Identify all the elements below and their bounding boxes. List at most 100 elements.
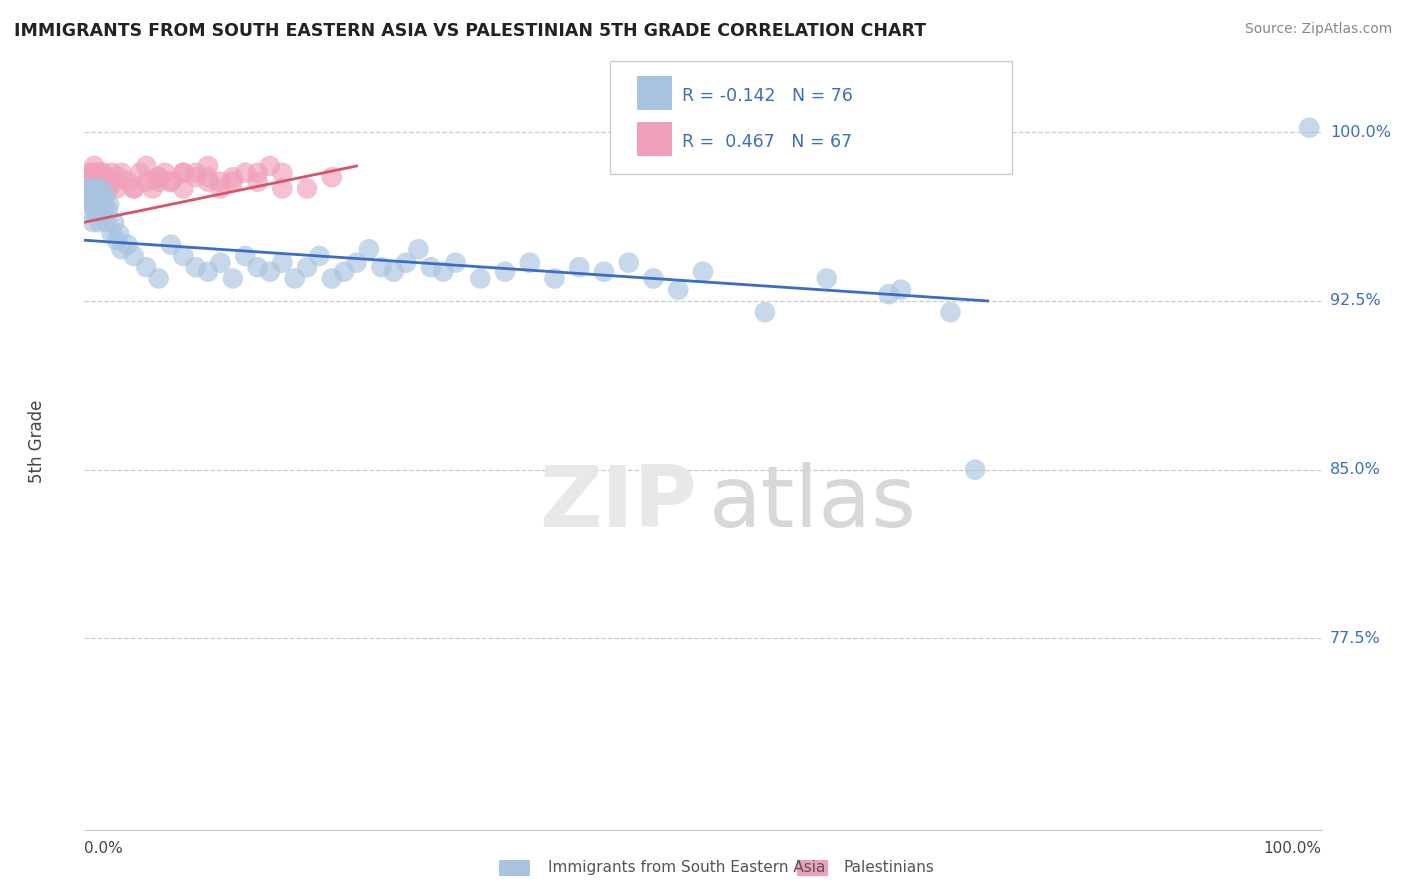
Point — [233, 249, 256, 263]
Point — [90, 181, 112, 195]
Point — [122, 181, 145, 195]
Point — [877, 287, 900, 301]
Point — [346, 256, 368, 270]
Text: atlas: atlas — [709, 462, 917, 545]
Point — [87, 188, 110, 202]
Point — [94, 181, 117, 195]
Point — [86, 181, 108, 195]
Point — [122, 249, 145, 263]
Point — [83, 197, 105, 211]
Point — [91, 166, 114, 180]
Point — [135, 260, 157, 275]
Point — [271, 256, 294, 270]
Text: ZIP: ZIP — [538, 462, 697, 545]
Point — [135, 175, 157, 189]
Point — [148, 271, 170, 285]
Point — [432, 265, 454, 279]
Point — [97, 204, 120, 219]
Point — [108, 170, 131, 185]
Point — [89, 175, 111, 189]
Point — [593, 265, 616, 279]
Point — [96, 215, 118, 229]
Point — [197, 265, 219, 279]
Point — [77, 181, 100, 195]
Point — [84, 193, 107, 207]
Point — [209, 256, 232, 270]
Point — [87, 188, 110, 202]
Point — [84, 204, 107, 219]
Point — [148, 170, 170, 185]
Point — [939, 305, 962, 319]
Point — [148, 175, 170, 189]
Text: Immigrants from South Eastern Asia: Immigrants from South Eastern Asia — [548, 860, 825, 874]
Point — [197, 170, 219, 185]
Point — [79, 193, 101, 207]
Point — [172, 249, 194, 263]
Point — [96, 170, 118, 185]
Text: R = -0.142   N = 76: R = -0.142 N = 76 — [682, 87, 853, 105]
Point — [108, 227, 131, 241]
Point — [93, 175, 115, 189]
Point — [82, 166, 104, 180]
Point — [105, 233, 128, 247]
Point — [86, 181, 108, 195]
Point — [84, 175, 107, 189]
Point — [172, 166, 194, 180]
Point — [246, 260, 269, 275]
Point — [83, 188, 105, 202]
Point — [83, 175, 105, 189]
Text: Palestinians: Palestinians — [844, 860, 935, 874]
Point — [100, 227, 122, 241]
Point — [246, 166, 269, 180]
Text: 5th Grade: 5th Grade — [28, 400, 46, 483]
FancyBboxPatch shape — [637, 76, 672, 110]
Point — [77, 181, 100, 195]
Point — [519, 256, 541, 270]
Point — [259, 265, 281, 279]
Point — [222, 175, 245, 189]
Point — [754, 305, 776, 319]
Point — [160, 237, 183, 252]
Point — [160, 175, 183, 189]
Point — [419, 260, 441, 275]
Point — [80, 175, 103, 189]
Point — [148, 170, 170, 185]
Point — [94, 188, 117, 202]
Point — [86, 197, 108, 211]
Point — [117, 175, 139, 189]
Point — [91, 204, 114, 219]
Point — [79, 188, 101, 202]
Point — [284, 271, 307, 285]
Point — [666, 283, 689, 297]
Point — [295, 181, 318, 195]
Point — [110, 242, 132, 256]
Point — [76, 175, 98, 189]
Point — [222, 170, 245, 185]
Point — [1298, 120, 1320, 135]
Point — [103, 215, 125, 229]
Point — [86, 166, 108, 180]
Point — [79, 166, 101, 180]
Point — [370, 260, 392, 275]
Text: 92.5%: 92.5% — [1330, 293, 1381, 309]
FancyBboxPatch shape — [610, 62, 1012, 174]
Point — [89, 181, 111, 195]
Point — [87, 175, 110, 189]
Text: IMMIGRANTS FROM SOUTH EASTERN ASIA VS PALESTINIAN 5TH GRADE CORRELATION CHART: IMMIGRANTS FROM SOUTH EASTERN ASIA VS PA… — [14, 22, 927, 40]
Point — [643, 271, 665, 285]
Point — [110, 166, 132, 180]
Text: Source: ZipAtlas.com: Source: ZipAtlas.com — [1244, 22, 1392, 37]
Point — [103, 175, 125, 189]
Point — [172, 181, 194, 195]
Point — [83, 188, 105, 202]
Text: 77.5%: 77.5% — [1330, 631, 1381, 646]
Text: 100.0%: 100.0% — [1264, 840, 1322, 855]
Point — [117, 237, 139, 252]
Point — [308, 249, 330, 263]
Point — [494, 265, 516, 279]
Point — [79, 197, 101, 211]
Point — [271, 181, 294, 195]
Text: R =  0.467   N = 67: R = 0.467 N = 67 — [682, 133, 852, 151]
Point — [444, 256, 467, 270]
Text: 85.0%: 85.0% — [1330, 462, 1381, 477]
